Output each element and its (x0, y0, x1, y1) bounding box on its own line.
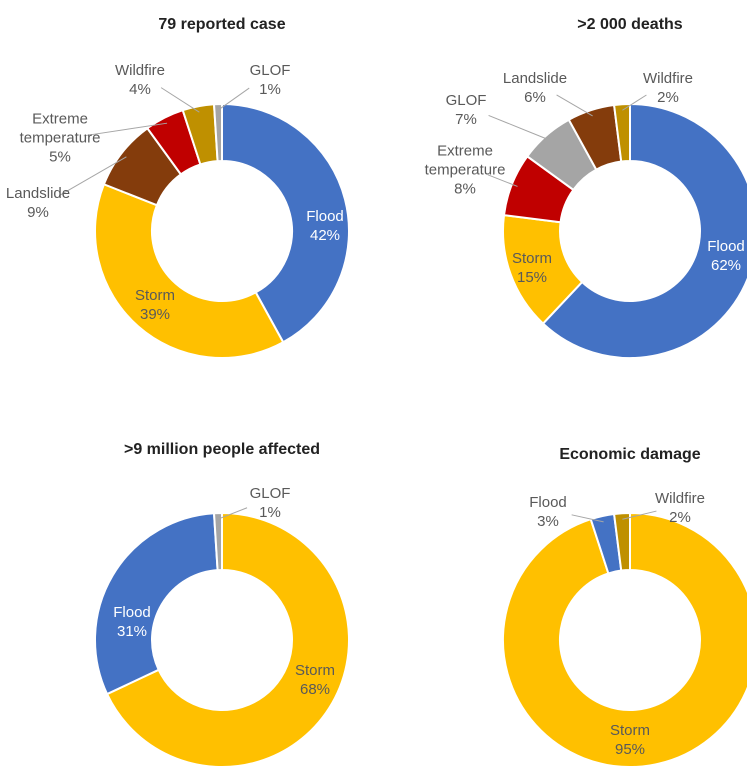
value-label: 62% (710, 257, 742, 274)
leader-line (556, 94, 593, 117)
slice-label: Flood 42% (275, 207, 375, 245)
value-label: 7% (455, 111, 477, 128)
category-label: GLOF (249, 62, 291, 79)
value-label: 39% (139, 306, 171, 323)
category-label: Flood (306, 208, 344, 225)
value-label: 42% (309, 227, 341, 244)
donut-slice (502, 511, 747, 768)
leader-line (59, 156, 127, 197)
category-label: Storm (511, 250, 552, 267)
leader-line (571, 514, 604, 523)
value-label: 15% (516, 269, 548, 286)
value-label: 5% (49, 148, 71, 166)
slice-label: Storm 15% (482, 249, 582, 287)
category-label: Wildfire (114, 62, 165, 79)
leader-line (488, 114, 551, 141)
donut-slice (94, 182, 285, 359)
donut-slice (612, 102, 631, 163)
chart-title: Economic damage (559, 446, 701, 463)
slice-label: Wildfire 4% (90, 61, 190, 99)
slice-label: Storm 39% (105, 286, 205, 324)
slice-label: GLOF 1% (220, 484, 320, 522)
donut-slice (541, 102, 747, 359)
value-label: 4% (129, 81, 151, 98)
value-label: 9% (27, 204, 49, 221)
category-label: Landslide (502, 70, 568, 87)
category-label: GLOF (445, 92, 487, 109)
value-label: 2% (669, 509, 691, 526)
slice-label: Flood 62% (676, 237, 747, 275)
value-label: 68% (299, 681, 331, 698)
category-label: GLOF (249, 485, 291, 502)
slice-label: GLOF 1% (220, 61, 320, 99)
value-label: 6% (524, 89, 546, 106)
donut-slice (212, 511, 223, 572)
leader-line (217, 87, 250, 111)
chart-title: 79 reported case (158, 16, 286, 33)
slice-label: Landslide 9% (0, 184, 88, 222)
value-label: 31% (116, 623, 148, 640)
category-label: Flood (529, 494, 567, 511)
slice-label: Wildfire 2% (630, 489, 730, 527)
leader-line (622, 510, 657, 520)
donut-slice (612, 511, 631, 572)
slice-label: GLOF 7% (416, 91, 516, 129)
leader-line (160, 87, 200, 113)
category-label: Wildfire (654, 490, 705, 507)
category-label: Flood (707, 238, 745, 255)
value-label: 3% (537, 513, 559, 530)
chart-title: >2 000 deaths (577, 16, 683, 33)
slice-label: Flood 3% (498, 493, 598, 531)
leader-line (218, 507, 248, 520)
donut-slice (221, 102, 350, 344)
category-label: Extreme temperature (424, 142, 506, 179)
value-label: 2% (657, 89, 679, 106)
category-label: Extreme temperature (19, 110, 101, 147)
chart-title: >9 million people affected (123, 441, 321, 458)
slice-label: Extreme temperature 5% (10, 110, 110, 167)
slice-label: Storm 95% (580, 721, 680, 759)
slice-label: Landslide 6% (485, 69, 585, 107)
donut-slice (105, 511, 350, 768)
value-label: 95% (614, 741, 646, 758)
category-label: Storm (609, 722, 650, 739)
category-label: Landslide (5, 185, 71, 202)
value-label: 8% (454, 180, 476, 198)
category-label: Flood (113, 604, 151, 621)
donut-slice (94, 512, 219, 696)
donut-slice (212, 102, 223, 163)
value-label: 1% (259, 504, 281, 521)
category-label: Wildfire (642, 70, 693, 87)
slice-label: Wildfire 2% (618, 69, 718, 107)
slice-label: Extreme temperature 8% (415, 142, 515, 199)
leader-line (83, 122, 168, 137)
category-label: Storm (294, 662, 335, 679)
slice-label: Storm 68% (265, 661, 365, 699)
category-label: Storm (134, 287, 175, 304)
slice-label: Flood 31% (82, 603, 182, 641)
value-label: 1% (259, 81, 281, 98)
leader-line (622, 94, 647, 111)
leader-line (487, 174, 518, 187)
